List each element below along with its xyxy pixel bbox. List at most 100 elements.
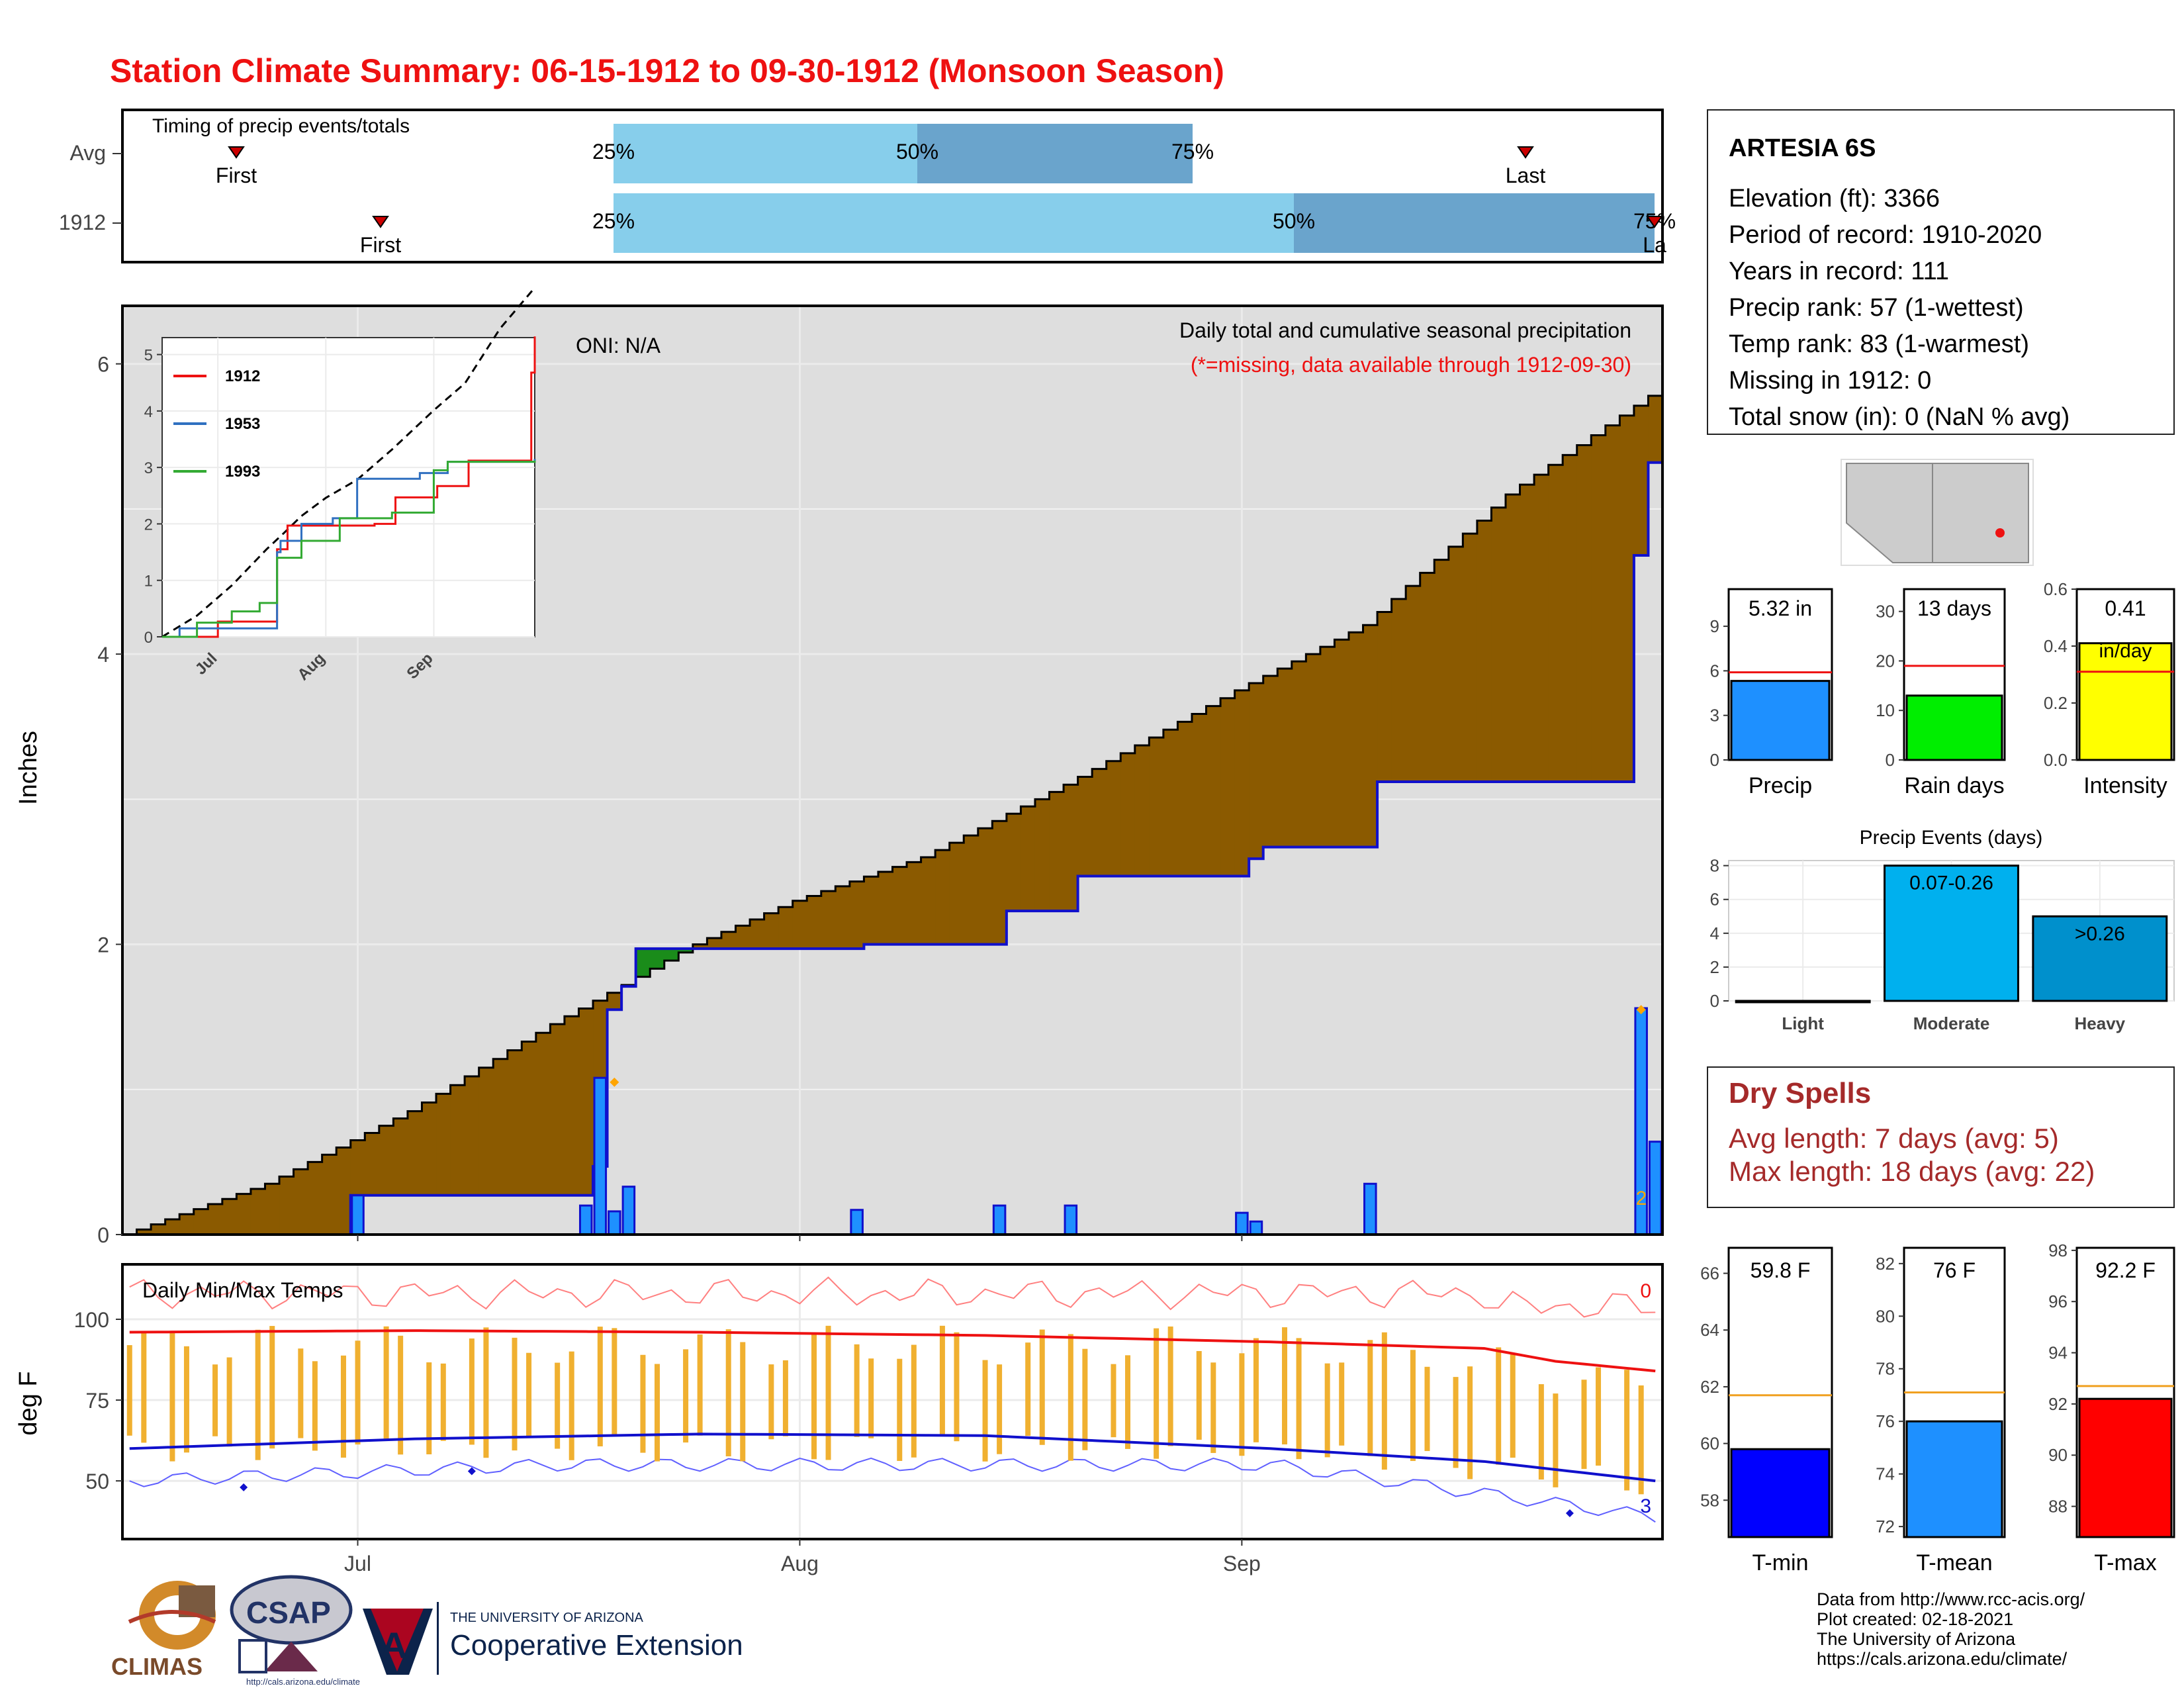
summary-y-tick-label: 0.0: [2044, 750, 2068, 770]
precip-departure-fill: [1291, 661, 1306, 847]
events-bar-label-1: 0.07-0.26: [1909, 872, 1993, 894]
daily-temp-bar: [725, 1329, 731, 1457]
station-line-6: Total snow (in): 0 (NaN % avg): [1729, 403, 2070, 431]
inset-y-tick-label: 2: [144, 516, 153, 534]
dry-spells-title: Dry Spells: [1729, 1077, 1871, 1109]
daily-temp-bar: [1410, 1350, 1416, 1462]
precip-departure-fill: [707, 938, 722, 949]
precip-events-panel: Precip Events (days) 0 2 4 6 8 Light 0.07-0.26 M…: [1710, 827, 2175, 1033]
tempbar-y-tick-label: 66: [1700, 1264, 1719, 1284]
daily-temp-bar: [1339, 1362, 1345, 1446]
last-event-marker: [1517, 146, 1534, 159]
tempbar-y-tick-label: 92: [2048, 1394, 2068, 1414]
daily-temp-bar: [569, 1351, 574, 1460]
precip-departure-fill: [1563, 455, 1578, 782]
ua-mark: A: [381, 1624, 407, 1666]
summary-label-2: Intensity: [2083, 773, 2167, 798]
precip-departure-fill: [1277, 669, 1293, 847]
precip-departure-fill: [222, 1199, 237, 1235]
inset-y-tick-label: 3: [144, 459, 153, 477]
daily-temp-bar: [1538, 1384, 1544, 1480]
events-x-label-1: Moderate: [1913, 1013, 1990, 1033]
plot-border: [121, 305, 1664, 1236]
daily-temp-bar: [697, 1334, 703, 1436]
daily-temp-bar: [1624, 1370, 1630, 1491]
temp-x-tick-label: Jul: [344, 1552, 371, 1575]
daily-temp-bar: [340, 1355, 346, 1458]
precip-departure-fill: [208, 1203, 223, 1235]
inset-series-line: [162, 459, 536, 638]
csap-url: http://cals.arizona.edu/climate: [246, 1677, 360, 1687]
tempbar-y-tick-label: 98: [2048, 1241, 2068, 1260]
precip-departure-fill: [849, 881, 865, 949]
tempbar-y-tick-label: 88: [2048, 1497, 2068, 1517]
precip-departure-fill: [1049, 792, 1064, 912]
tempbar-y-tick-label: 62: [1700, 1377, 1719, 1397]
last-event-label: La: [1643, 233, 1666, 257]
avg-tmax-line: [129, 1329, 1656, 1373]
precip-departure-fill: [279, 1176, 295, 1235]
daily-temp-bar: [1581, 1380, 1587, 1470]
summary-value-0: 5.32 in: [1749, 596, 1812, 620]
precip-departure-fill: [1206, 706, 1221, 876]
timing-row-label: Avg: [69, 141, 106, 165]
daily-temp-bar: [1196, 1350, 1202, 1440]
summary-y-tick-label: 10: [1876, 700, 1895, 720]
precip-departure-fill: [179, 1214, 195, 1235]
precip-departure-fill: [393, 1118, 408, 1196]
precip-departure-fill: [978, 828, 993, 945]
station-info: ARTESIA 6S Elevation (ft): 3366 Period of…: [1707, 109, 2175, 435]
precip-departure-fill: [721, 931, 737, 949]
precip-departure-fill: [1249, 682, 1264, 859]
precip-departure-fill: [1391, 598, 1406, 782]
tempbar-y-tick-label: 82: [1876, 1254, 1895, 1274]
precip-departure-fill: [308, 1162, 323, 1235]
tempbar-y-tick-label: 90: [2048, 1445, 2068, 1465]
precip-departure-fill: [750, 919, 765, 949]
events-y-tick-label: 6: [1710, 890, 1719, 910]
record-low-marker: [240, 1483, 248, 1491]
y-tick-label: 2: [97, 933, 109, 957]
daily-precip-bar: [578, 1204, 593, 1236]
daily-temp-bar: [897, 1358, 903, 1462]
avg-tmin-line: [129, 1432, 1656, 1483]
daily-temp-bar: [1367, 1340, 1373, 1456]
daily-precip-bar: [1235, 1211, 1249, 1236]
tempbar-value-1: 76 F: [1933, 1258, 1976, 1282]
daily-temp-bar: [683, 1349, 689, 1443]
daily-temp-bar: [1167, 1326, 1173, 1446]
precip-departure-fill: [1591, 435, 1606, 782]
precip-departure-fill: [1306, 654, 1321, 847]
y-tick-label: 6: [97, 353, 109, 377]
precip-departure-fill: [1491, 507, 1506, 782]
ua-big-text: Cooperative Extension: [450, 1629, 743, 1662]
cumulative-1912-line: [122, 461, 1662, 1236]
ua-small-text: THE UNIVERSITY OF ARIZONA: [450, 1611, 644, 1625]
events-y-tick-label: 8: [1710, 856, 1719, 876]
events-y-tick-label: 2: [1710, 957, 1719, 977]
tempbar-y-tick-label: 58: [1700, 1490, 1719, 1510]
temp-y-tick-label: 50: [85, 1470, 109, 1493]
precip-departure-fill: [1334, 639, 1349, 847]
daily-temp-bar: [1553, 1393, 1559, 1487]
daily-temp-bar: [640, 1354, 646, 1453]
station-line-5: Missing in 1912: 0: [1729, 367, 1931, 395]
inset-frame: [161, 337, 535, 637]
tempbar-y-tick-label: 96: [2048, 1291, 2068, 1311]
precip-departure-fill: [379, 1125, 394, 1196]
last-event-label: Last: [1506, 164, 1546, 187]
daily-precip-bar: [1648, 1141, 1662, 1236]
precip-departure-fill: [1320, 647, 1336, 847]
precip-departure-fill: [322, 1154, 337, 1235]
precip-departure-fill: [1077, 776, 1093, 876]
precip-departure-fill: [735, 925, 751, 949]
summary-y-tick-label: 0: [1886, 750, 1895, 770]
precip-departure-fill: [821, 891, 836, 949]
precip-departure-fill: [336, 1147, 351, 1235]
events-y-tick-label: 0: [1710, 991, 1719, 1011]
ua-logo: A THE UNIVERSITY OF ARIZONA Cooperative …: [363, 1602, 743, 1675]
daily-temp-bar: [1039, 1329, 1045, 1445]
daily-temp-bar: [298, 1348, 304, 1438]
precip-departure-fill: [935, 850, 950, 945]
max-event-marker: [1636, 1005, 1646, 1015]
